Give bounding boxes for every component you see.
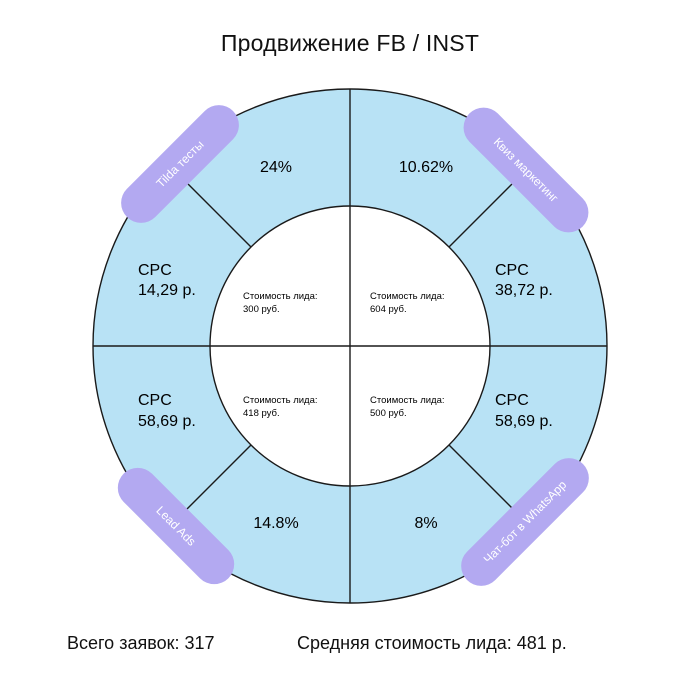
lead-label-bottom-left: Стоимость лида: [243,395,318,406]
cpc-label-top-left: CPC [138,262,172,279]
cpc-label-top-right: CPC [495,262,529,279]
lead-label-top-left: Стоимость лида: [243,291,318,302]
tag-quiz-bg [463,107,589,233]
lead-value-top-right: 604 руб. [370,304,407,315]
cpc-value-bottom-left: 58,69 р. [138,413,196,430]
lead-value-top-left: 300 руб. [243,304,280,315]
lead-label-top-right: Стоимость лида: [370,291,445,302]
lead-label-bottom-right: Стоимость лида: [370,395,445,406]
tag-lead-ads-bg [117,467,235,585]
percent-top-left: 24% [260,159,292,176]
lead-value-bottom-right: 500 руб. [370,408,407,419]
quadrant-bottom-left: CPC 58,69 р. Стоимость лида: 418 руб. 14… [117,392,318,585]
average-lead-cost: Средняя стоимость лида: 481 р. [297,633,567,653]
percent-bottom-right: 8% [414,515,437,532]
percent-bottom-left: 14.8% [253,515,298,532]
total-leads: Всего заявок: 317 [67,633,215,653]
cpc-label-bottom-right: CPC [495,392,529,409]
tag-whatsapp-bg [461,458,589,586]
cpc-value-bottom-right: 58,69 р. [495,413,553,430]
cpc-value-top-right: 38,72 р. [495,282,553,299]
diagram-title: Продвижение FB / INST [220,30,480,56]
cpc-label-bottom-left: CPC [138,392,172,409]
cpc-value-top-left: 14,29 р. [138,282,196,299]
lead-value-bottom-left: 418 руб. [243,408,280,419]
percent-top-right: 10.62% [399,159,453,176]
tag-tilda-bg [121,105,239,223]
